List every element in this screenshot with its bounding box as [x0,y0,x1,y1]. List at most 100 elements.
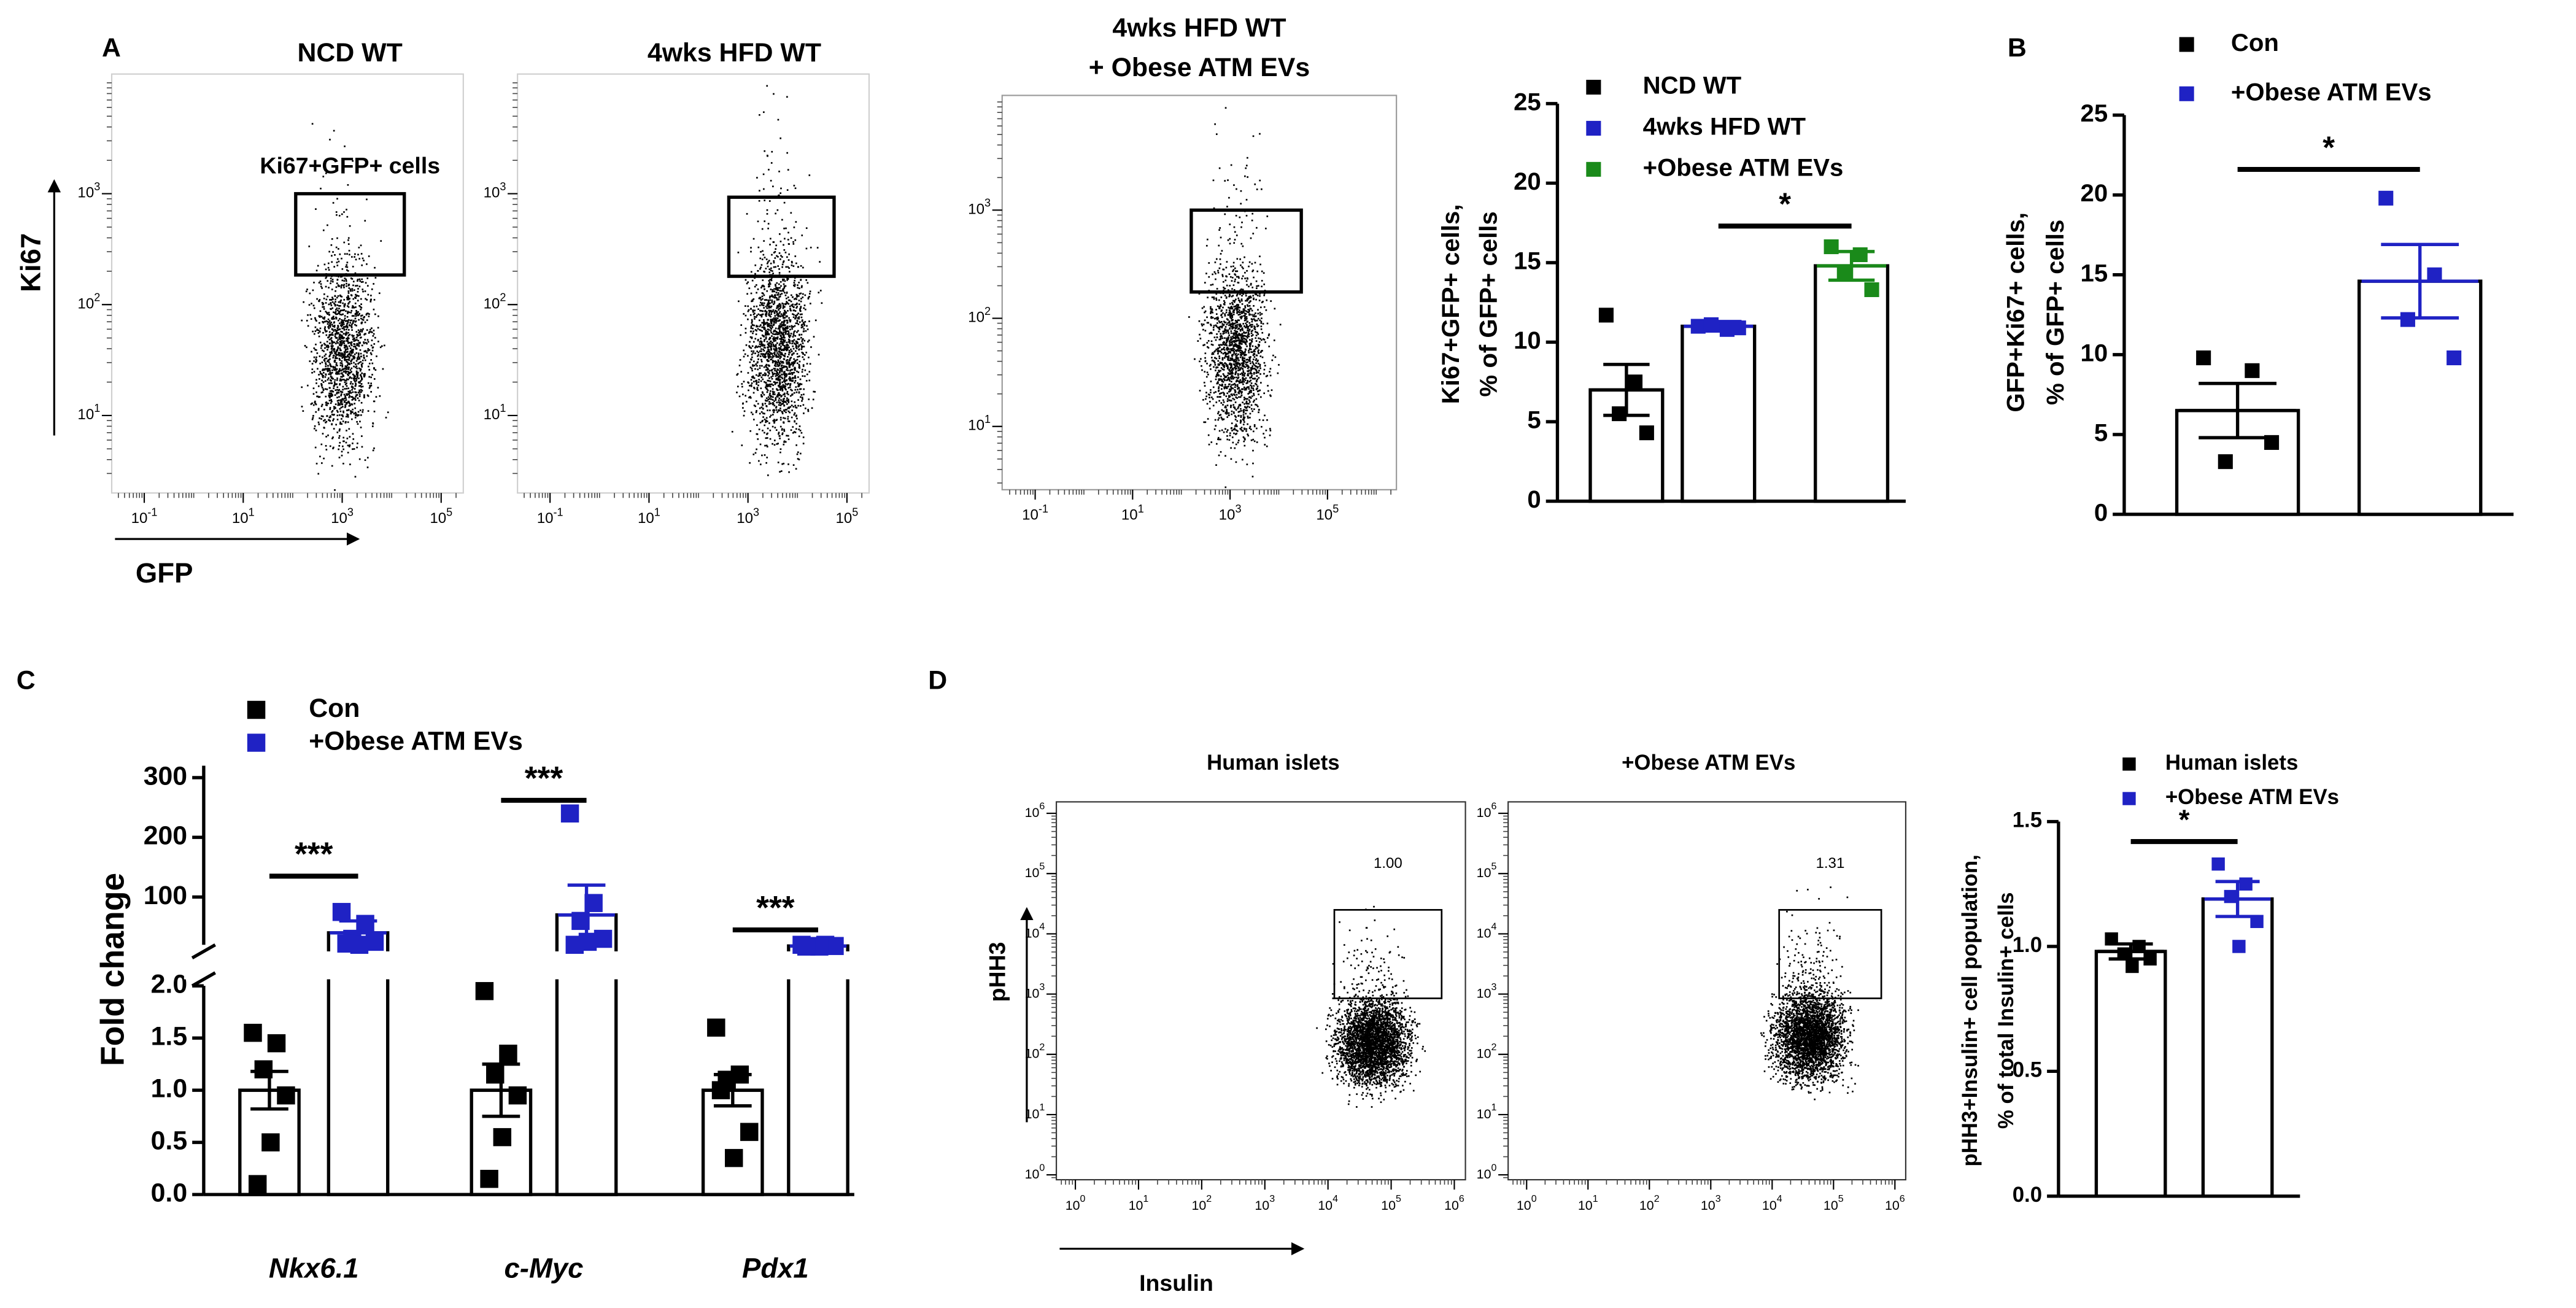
event-dot [1244,277,1246,279]
event-dot [303,301,304,303]
event-dot [349,354,351,356]
event-dot [1257,333,1259,335]
event-cloud [1188,107,1282,489]
event-dot [325,331,327,333]
event-dot [793,431,795,433]
event-dot [353,315,355,317]
event-dot [1251,212,1254,215]
event-dot [812,398,814,401]
event-dot [765,352,768,354]
event-dot [373,299,376,301]
event-dot [1246,403,1248,405]
event-dot [1239,364,1241,366]
event-dot [766,304,768,306]
event-dot [749,385,751,387]
event-dot [347,336,349,339]
event-dot [335,424,337,426]
event-dot [1244,306,1247,309]
event-dot [1230,164,1232,166]
event-dot [347,295,349,297]
event-dot [331,423,333,425]
event-dot [1227,366,1229,368]
event-dot [799,384,801,385]
event-dot [1259,355,1262,357]
event-dot [1228,309,1231,311]
event-dot [767,365,770,366]
event-dot [770,327,773,330]
event-dot [341,391,344,393]
event-dot [353,306,355,309]
event-dot [780,335,782,338]
event-dot [1238,299,1240,301]
event-dot [1218,167,1221,169]
event-dot [312,393,315,395]
event-dot [365,333,366,335]
event-dot [318,282,320,284]
event-dot [767,305,769,307]
event-dot [350,295,353,296]
event-dot [341,414,344,416]
event-dot [803,393,805,395]
event-dot [800,333,803,336]
event-dot [1245,362,1247,363]
event-dot [301,386,303,389]
event-dot [332,325,334,327]
event-dot [1264,414,1266,417]
event-dot [796,453,799,455]
tick-label: 103 [484,180,506,201]
event-dot [1216,382,1219,384]
event-dot [349,350,352,353]
event-dot [1256,405,1259,408]
event-dot [338,215,341,217]
event-dot [752,341,755,343]
event-dot [1251,334,1254,336]
event-dot [760,395,763,398]
event-dot [1256,378,1259,381]
event-dot [1241,353,1243,355]
event-dot [779,258,781,260]
event-dot [787,335,790,337]
event-dot [320,347,322,349]
event-dot [768,377,770,379]
event-dot [783,283,785,285]
event-dot [765,421,767,424]
event-dot [373,283,375,285]
event-dot [1247,416,1249,417]
event-dot [783,354,785,357]
event-dot [311,303,312,304]
event-dot [766,446,768,448]
event-dot [1236,393,1238,396]
tick-label: 103 [737,506,759,527]
event-dot [791,260,793,263]
event-dot [1217,360,1220,362]
event-dot [783,334,785,336]
event-dot [787,331,790,333]
event-dot [797,399,799,401]
event-dot [1237,406,1240,408]
event-dot [793,414,795,416]
event-dot [1221,274,1224,276]
event-dot [1232,411,1235,413]
event-dot [317,332,320,334]
event-dot [322,322,325,323]
event-dot [797,404,799,407]
event-dot [1235,409,1237,411]
event-dot [307,325,309,327]
event-dot [777,373,779,376]
event-dot [765,417,768,419]
event-dot [747,355,749,357]
event-dot [1215,297,1217,300]
event-dot [1213,336,1216,339]
event-dot [1204,344,1205,346]
event-dot [1210,308,1212,310]
event-dot [342,340,345,342]
event-dot [773,373,776,374]
event-dot [793,226,795,228]
event-dot [1233,412,1235,414]
event-dot [1234,325,1237,327]
event-dot [775,409,778,411]
event-dot [331,334,334,336]
event-dot [1250,439,1253,441]
event-dot [349,403,351,404]
event-dot [1247,370,1250,373]
